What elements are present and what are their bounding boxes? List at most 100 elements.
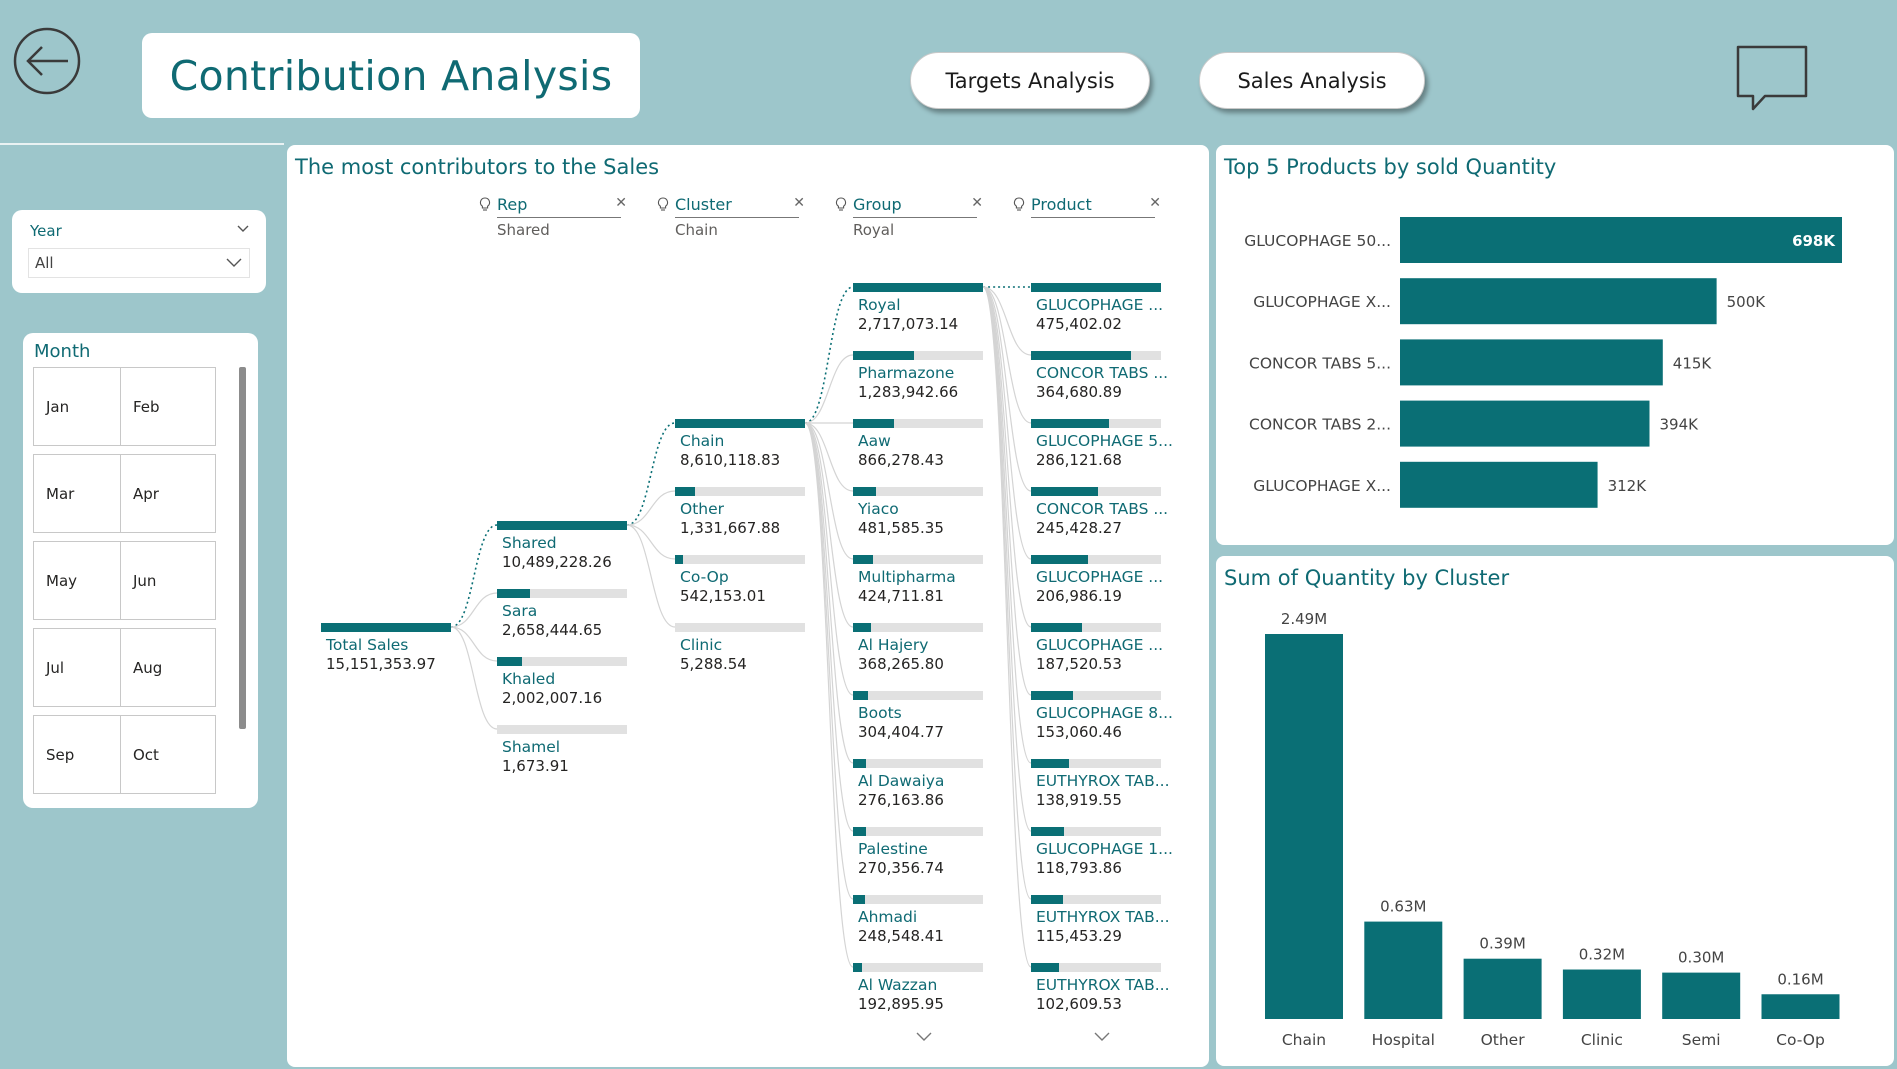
sales-analysis-button[interactable]: Sales Analysis [1199, 52, 1425, 109]
product-label: GLUCOPHAGE X... [1253, 293, 1391, 311]
node-label: Shamel [502, 738, 561, 756]
cluster-bar[interactable] [1662, 972, 1741, 1019]
node-value: 1,673.91 [502, 757, 569, 775]
node-bar-track [853, 555, 983, 564]
cluster-bar[interactable] [1761, 994, 1840, 1019]
node-bar-track [853, 283, 983, 292]
node-bar-fill [321, 623, 451, 632]
month-tile-oct[interactable]: Oct [120, 715, 216, 794]
tree-column-underline [497, 217, 621, 218]
expand-chevron-icon[interactable] [915, 1027, 933, 1048]
tree-path [982, 286, 1032, 492]
node-label: Al Dawaiya [858, 772, 945, 790]
tree-path [450, 626, 498, 662]
product-bar[interactable] [1400, 339, 1663, 386]
node-label: Royal [858, 296, 901, 314]
cluster-category-label: Chain [1282, 1031, 1326, 1049]
close-icon[interactable]: ✕ [971, 195, 983, 211]
tree-path [982, 286, 1032, 968]
year-dropdown[interactable]: All [28, 248, 250, 278]
tree-path [804, 422, 854, 968]
month-tile-feb[interactable]: Feb [120, 367, 216, 446]
chevron-down-icon[interactable] [236, 222, 250, 236]
month-tile-jul[interactable]: Jul [33, 628, 129, 707]
expand-chevron-icon[interactable] [1093, 1027, 1111, 1048]
node-bar-track [1031, 351, 1161, 360]
node-bar-track [1031, 691, 1161, 700]
product-data-label: 415K [1673, 354, 1713, 372]
node-bar-track [1031, 419, 1161, 428]
tree-path-selected [804, 286, 854, 424]
comment-icon[interactable] [1735, 44, 1809, 114]
page-title: Contribution Analysis [169, 51, 613, 100]
chevron-down-icon [226, 258, 242, 267]
product-bar[interactable] [1400, 278, 1717, 325]
tree-title: The most contributors to the Sales [295, 155, 660, 179]
cluster-bar[interactable] [1562, 969, 1641, 1019]
month-tile-aug[interactable]: Aug [120, 628, 216, 707]
close-icon[interactable]: ✕ [1149, 195, 1161, 211]
cluster-bar[interactable] [1364, 921, 1443, 1019]
node-value: 115,453.29 [1036, 927, 1122, 945]
node-bar-track [1031, 827, 1161, 836]
cluster-bar[interactable] [1463, 958, 1542, 1019]
node-value: 2,717,073.14 [858, 315, 959, 333]
node-bar-track [853, 827, 983, 836]
tree-path [804, 422, 854, 492]
node-bar-fill [853, 827, 866, 836]
node-bar-track [853, 623, 983, 632]
targets-analysis-button[interactable]: Targets Analysis [910, 52, 1150, 109]
tree-column-header: Product [1031, 195, 1092, 214]
month-scrollbar[interactable] [239, 367, 246, 729]
node-bar-fill [1031, 759, 1069, 768]
node-value: 118,793.86 [1036, 859, 1122, 877]
node-label: Clinic [680, 636, 723, 654]
month-tile-jan[interactable]: Jan [33, 367, 129, 446]
node-value: 304,404.77 [858, 723, 944, 741]
decomposition-tree-card: The most contributors to the Sales Rep ✕ S… [287, 145, 1209, 1067]
lightbulb-icon [835, 197, 847, 211]
node-bar-track [1031, 759, 1161, 768]
month-tile-sep[interactable]: Sep [33, 715, 129, 794]
tree-path [626, 524, 676, 560]
month-tile-jun[interactable]: Jun [120, 541, 216, 620]
month-tile-mar[interactable]: Mar [33, 454, 129, 533]
node-label: Al Wazzan [858, 976, 938, 994]
product-bar[interactable] [1400, 461, 1598, 508]
tree-column-selected: Chain [675, 221, 718, 239]
node-value: 2,658,444.65 [502, 621, 603, 639]
product-bar[interactable] [1400, 400, 1650, 447]
product-label: CONCOR TABS 2... [1249, 416, 1391, 434]
node-value: 424,711.81 [858, 587, 944, 605]
node-bar-fill [675, 419, 805, 428]
node-value: 15,151,353.97 [326, 655, 436, 673]
node-bar-track [853, 487, 983, 496]
tree-path [982, 286, 1032, 832]
tree-column-underline [1031, 217, 1155, 218]
year-dropdown-value: All [35, 254, 54, 272]
node-label: EUTHYROX TAB... [1036, 908, 1170, 926]
month-tile-may[interactable]: May [33, 541, 129, 620]
node-value: 102,609.53 [1036, 995, 1122, 1013]
month-tile-apr[interactable]: Apr [120, 454, 216, 533]
tree-path [982, 286, 1032, 696]
product-bar[interactable] [1400, 217, 1842, 263]
node-value: 286,121.68 [1036, 451, 1122, 469]
cluster-bar[interactable] [1265, 634, 1343, 1019]
node-bar-track [853, 895, 983, 904]
node-bar-track [853, 419, 983, 428]
node-bar-track [1031, 555, 1161, 564]
tree-column-header: Cluster [675, 195, 732, 214]
close-icon[interactable]: ✕ [615, 195, 627, 211]
cluster-quantity-chart: 2.49M Chain 0.63M Hospital 0.39M Other 0.32M Cl… [1265, 610, 1840, 1049]
node-bar-fill [1031, 283, 1161, 292]
close-icon[interactable]: ✕ [793, 195, 805, 211]
node-bar-fill [853, 623, 871, 632]
tree-path-selected [626, 422, 676, 526]
node-bar-fill [675, 487, 696, 496]
node-bar-track [853, 963, 983, 972]
cluster-data-label: 2.49M [1281, 610, 1327, 628]
node-value: 1,331,667.88 [680, 519, 781, 537]
back-arrow-icon[interactable] [12, 26, 82, 96]
node-bar-track [497, 657, 627, 666]
